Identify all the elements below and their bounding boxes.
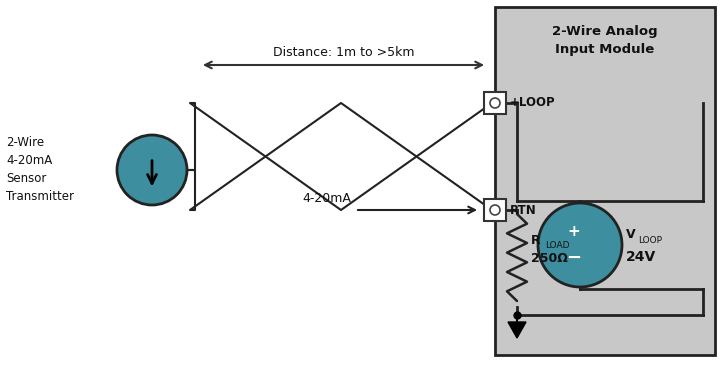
Text: −: −	[566, 249, 581, 267]
Text: 250Ω: 250Ω	[531, 252, 568, 265]
Text: 2-Wire Analog
Input Module: 2-Wire Analog Input Module	[552, 25, 658, 56]
Text: RTN: RTN	[510, 204, 536, 216]
Text: +LOOP: +LOOP	[510, 96, 555, 109]
Circle shape	[490, 205, 500, 215]
Text: 2-Wire
4-20mA
Sensor
Transmitter: 2-Wire 4-20mA Sensor Transmitter	[6, 137, 74, 204]
Text: LOOP: LOOP	[638, 237, 662, 246]
Text: 4-20mA: 4-20mA	[302, 192, 351, 205]
Circle shape	[117, 135, 187, 205]
Text: R: R	[531, 234, 541, 247]
Bar	[484, 92, 506, 114]
Text: V: V	[626, 228, 636, 242]
Text: 24V: 24V	[626, 250, 656, 264]
Circle shape	[538, 203, 622, 287]
Text: LOAD: LOAD	[545, 241, 570, 250]
Text: +: +	[568, 224, 581, 239]
Bar	[484, 199, 506, 221]
FancyArrow shape	[508, 316, 526, 338]
Bar	[495, 7, 715, 355]
Circle shape	[490, 98, 500, 108]
Text: Distance: 1m to >5km: Distance: 1m to >5km	[273, 46, 414, 59]
